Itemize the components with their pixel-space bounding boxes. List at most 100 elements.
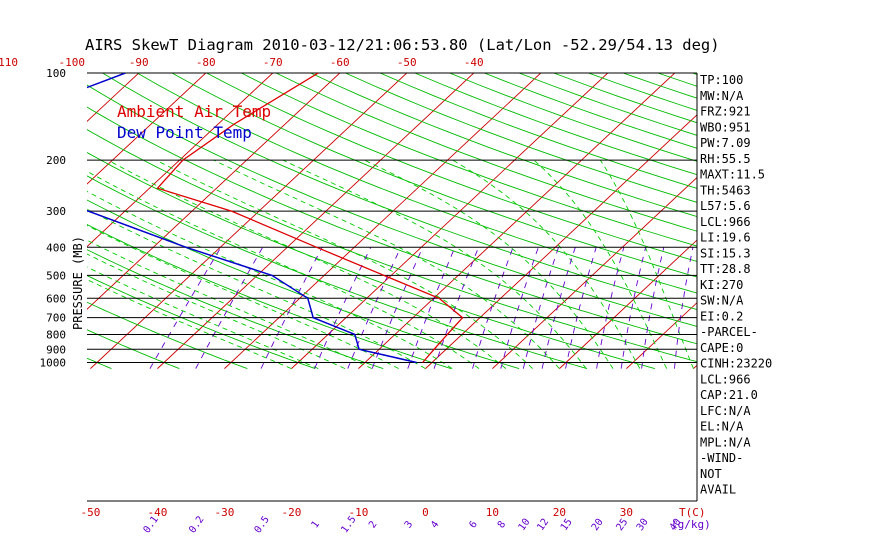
isotherm-line [224,73,542,369]
mixing-ratio-tick-label: 1 [310,519,322,530]
isotherm-line [157,73,475,369]
mixing-ratio-line [371,247,424,369]
dry-adiabat-line [345,73,697,203]
y-axis-label: PRESSURE (MB) [71,236,85,330]
isotherm-line [0,73,5,369]
bottom-temp-tick-label: -40 [147,506,167,519]
mixing-ratio-line [596,247,625,369]
moist-adiabat-line [364,159,614,369]
mixing-ratio-line [407,247,456,369]
dry-adiabat-line [87,84,697,327]
stability-index-item: CAPE:0 [700,341,743,355]
moist-adiabat-line [533,159,668,369]
stability-index-item: MW:N/A [700,89,744,103]
chart-title: AIRS SkewT Diagram 2010-03-12/21:06:53.8… [85,36,720,54]
dew-point-temp-line [87,73,417,364]
mixing-ratio-line [641,247,665,369]
stability-index-item: L57:5.6 [700,199,751,213]
stability-index-item: TT:28.8 [700,262,751,276]
moist-adiabat-line [156,159,533,369]
moist-adiabat-line [87,253,346,370]
stability-index-item: LFC:N/A [700,404,751,418]
stability-index-item: TP:100 [700,73,743,87]
dry-adiabat-line [87,329,180,370]
pressure-tick-label: 800 [46,328,66,341]
mixing-ratio-line [565,247,597,369]
stability-index-item: WBO:951 [700,120,751,134]
mixing-ratio-line [347,247,402,369]
mixing-ratio-tick-label: 15 [559,517,575,533]
stability-index-item: -WIND- [700,451,743,465]
pressure-tick-label: 600 [46,292,66,305]
pressure-tick-label: 200 [46,154,66,167]
x-axis-unit-label: T(C) [679,506,706,519]
mixing-ratio-tick-label: 25 [614,517,630,533]
dry-adiabat-line [241,73,697,247]
pressure-tick-label: 500 [46,269,66,282]
dry-adiabat-line [87,249,384,370]
isotherm-line [87,73,341,310]
stability-index-item: EL:N/A [700,420,744,434]
mixing-ratio-tick-label: 0.2 [187,514,206,535]
moist-adiabat-line [87,208,426,369]
pressure-tick-label: 700 [46,312,66,325]
moist-adiabat-line [87,279,292,370]
mixing-ratio-line [433,247,480,369]
mixing-ratio-tick-label: 4 [429,519,441,530]
moist-adiabat-line [107,159,507,369]
mixing-ratio-tick-label: 10 [517,517,533,533]
dry-adiabat-line [87,106,697,345]
moist-adiabat-line [213,159,560,369]
ambient-air-temp-line [156,73,464,363]
stability-index-item: SI:15.3 [700,246,751,260]
mixing-ratio-tick-label: 8 [496,519,508,530]
bottom-temp-tick-label: -20 [281,506,301,519]
mixing-ratio-line [260,247,323,369]
stability-index-item: LCL:966 [700,215,751,229]
mixing-ratio-line [314,247,372,369]
dry-adiabat-line [87,199,520,370]
top-temp-tick-label: -100 [59,56,86,69]
isotherm-line [760,73,870,369]
mixing-ratio-tick-label: 20 [590,517,606,533]
moist-adiabat-line [87,266,319,370]
pressure-tick-label: 1000 [40,357,67,370]
pressure-tick-label: 900 [46,343,66,356]
stability-index-item: CAP:21.0 [700,388,758,402]
top-temp-tick-label: -70 [263,56,283,69]
dry-adiabat-line [87,223,452,370]
stability-index-item: PW:7.09 [700,136,751,150]
mixing-ratio-line [472,247,514,369]
dry-adiabat-line [87,152,656,370]
dry-adiabat-line [449,73,697,162]
top-temp-tick-label: -60 [330,56,350,69]
moist-adiabat-line [87,170,480,369]
dry-adiabat-line [87,275,316,370]
mixing-ratio-tick-label: 3 [403,519,415,530]
top-temp-tick-label: -50 [397,56,417,69]
dry-adiabat-line [206,73,697,262]
top-temp-tick-label: -40 [464,56,484,69]
dry-adiabat-line [310,73,697,218]
isotherm-line [492,176,697,369]
stability-index-item: LCL:966 [700,372,751,386]
dry-adiabat-line [484,73,697,149]
bottom-temp-tick-label: 30 [620,506,633,519]
mixing-ratio-tick-label: 12 [535,517,551,533]
stability-index-item: SW:N/A [700,294,744,308]
stability-index-item: AVAIL [700,483,736,497]
mixing-ratio-line [195,247,264,369]
mixing-ratio-tick-label: 2 [367,519,379,530]
isotherm-line [626,302,697,369]
stability-index-item: -PARCEL- [700,325,758,339]
moist-adiabat-line [87,190,453,369]
bottom-temp-tick-label: 20 [553,506,566,519]
dry-adiabat-line [171,73,697,278]
stability-index-item: EI:0.2 [700,309,743,323]
dry-adiabat-line [0,73,44,369]
stability-index-item: MAXT:11.5 [700,168,765,182]
bottom-temp-tick-label: 10 [486,506,499,519]
mixing-ratio-line [500,247,539,369]
dry-adiabat-line [102,73,697,311]
